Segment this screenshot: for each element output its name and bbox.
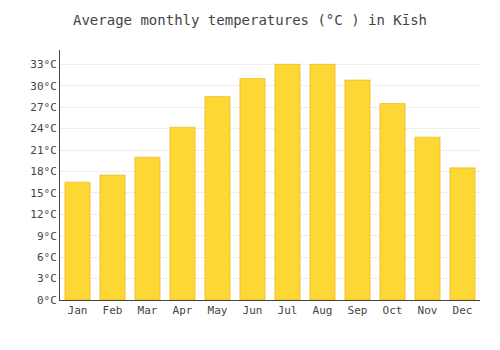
svg-text:May: May: [208, 304, 228, 317]
svg-text:33°C: 33°C: [30, 58, 57, 71]
svg-text:Average monthly temperatures (: Average monthly temperatures (°C ) in Kī…: [73, 12, 427, 28]
svg-text:Oct: Oct: [383, 304, 403, 317]
svg-text:6°C: 6°C: [37, 251, 57, 264]
svg-text:9°C: 9°C: [37, 230, 57, 243]
svg-text:Jan: Jan: [68, 304, 88, 317]
svg-text:Nov: Nov: [418, 304, 438, 317]
svg-text:24°C: 24°C: [30, 122, 57, 135]
svg-text:15°C: 15°C: [30, 187, 57, 200]
svg-text:21°C: 21°C: [30, 144, 57, 157]
svg-text:Apr: Apr: [173, 304, 193, 317]
svg-text:30°C: 30°C: [30, 80, 57, 93]
svg-text:Dec: Dec: [453, 304, 473, 317]
svg-text:12°C: 12°C: [30, 208, 57, 221]
svg-text:Feb: Feb: [103, 304, 123, 317]
svg-text:3°C: 3°C: [37, 272, 57, 285]
svg-text:Jun: Jun: [243, 304, 263, 317]
svg-text:18°C: 18°C: [30, 165, 57, 178]
svg-text:Mar: Mar: [138, 304, 158, 317]
svg-text:Aug: Aug: [313, 304, 333, 317]
svg-text:0°C: 0°C: [37, 294, 57, 307]
svg-text:Sep: Sep: [348, 304, 368, 317]
svg-text:Jul: Jul: [278, 304, 298, 317]
svg-text:27°C: 27°C: [30, 101, 57, 114]
